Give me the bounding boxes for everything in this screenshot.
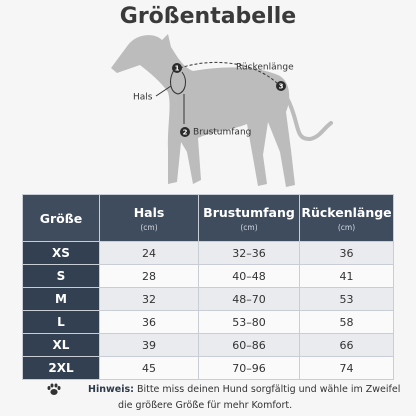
table-cell: 36: [99, 310, 199, 334]
note-text: die größere Größe für mehr Komfort.: [118, 400, 293, 411]
column-label: Brustumfang: [203, 204, 295, 220]
title: Größentabelle: [119, 4, 297, 29]
note-label: Hinweis:: [88, 384, 134, 395]
size-cell: L: [22, 310, 100, 334]
table-row: 2XL 45 70–96 74: [22, 356, 394, 380]
column-label: Hals: [133, 204, 165, 220]
table-cell: 32: [99, 287, 199, 311]
column-label: Größe: [39, 210, 83, 226]
table-cell: 58: [299, 310, 394, 334]
column-unit: (cm): [140, 222, 158, 232]
marker: [276, 81, 286, 91]
note: Hinweis: Bitte miss deinen Hund sorgfält…: [0, 382, 416, 414]
size-cell: M: [22, 287, 100, 311]
marker-number: 1: [175, 65, 180, 73]
size-cell: XL: [22, 333, 100, 357]
column-header: Brustumfang (cm): [198, 194, 300, 242]
size-table: Größe Hals (cm) Brustumfang (cm) Rückenlänge (…: [22, 194, 394, 380]
column-header: Hals (cm): [99, 194, 199, 242]
table-cell: 41: [299, 264, 394, 288]
column-unit: (cm): [240, 222, 258, 232]
table-row: S 28 40–48 41: [22, 264, 394, 288]
size-cell: 2XL: [22, 356, 100, 380]
table-cell: 24: [99, 241, 199, 265]
neck-pointer: [155, 85, 172, 97]
table-cell: 53: [299, 287, 394, 311]
table-cell: 45: [99, 356, 199, 380]
back-label: Rückenlänge: [236, 63, 294, 73]
table-cell: 74: [299, 356, 394, 380]
header-row: Größe Hals (cm) Brustumfang (cm) Rückenlänge (…: [22, 194, 394, 242]
marker: [180, 127, 190, 137]
table-cell: 40–48: [198, 264, 300, 288]
table-row: XL 39 60–86 66: [22, 333, 394, 357]
note-text: Bitte miss deinen Hund sorgfältig und wä…: [136, 384, 401, 395]
column-header: Rückenlänge (cm): [299, 194, 394, 242]
table-row: XS 24 32–36 36: [22, 241, 394, 265]
table-cell: 66: [299, 333, 394, 357]
table-cell: 48–70: [198, 287, 300, 311]
table-cell: 36: [299, 241, 394, 265]
chest-label: Brustumfang: [193, 128, 251, 138]
table-cell: 60–86: [198, 333, 300, 357]
neck-measure: [170, 69, 186, 95]
dog-silhouette: [111, 34, 295, 187]
column-header: Größe: [22, 194, 100, 242]
column-label: Rückenlänge: [301, 204, 392, 220]
size-cell: S: [22, 264, 100, 288]
neck-label: Hals: [133, 93, 153, 103]
marker-number: 2: [183, 129, 188, 137]
dog-tail: [285, 96, 333, 141]
table-cell: 32–36: [198, 241, 300, 265]
marker: [172, 63, 182, 73]
dog-diagram: 1 2 3 Hals Rückenlänge Brustumfang: [111, 34, 333, 187]
table-cell: 39: [99, 333, 199, 357]
paw-icon: [47, 383, 61, 395]
table-cell: 28: [99, 264, 199, 288]
marker-number: 3: [279, 83, 284, 91]
size-cell: XS: [22, 241, 100, 265]
table-cell: 53–80: [198, 310, 300, 334]
table-row: M 32 48–70 53: [22, 287, 394, 311]
column-unit: (cm): [337, 222, 356, 232]
back-measure: [179, 61, 281, 87]
table-cell: 70–96: [198, 356, 300, 380]
table-row: L 36 53–80 58: [22, 310, 394, 334]
